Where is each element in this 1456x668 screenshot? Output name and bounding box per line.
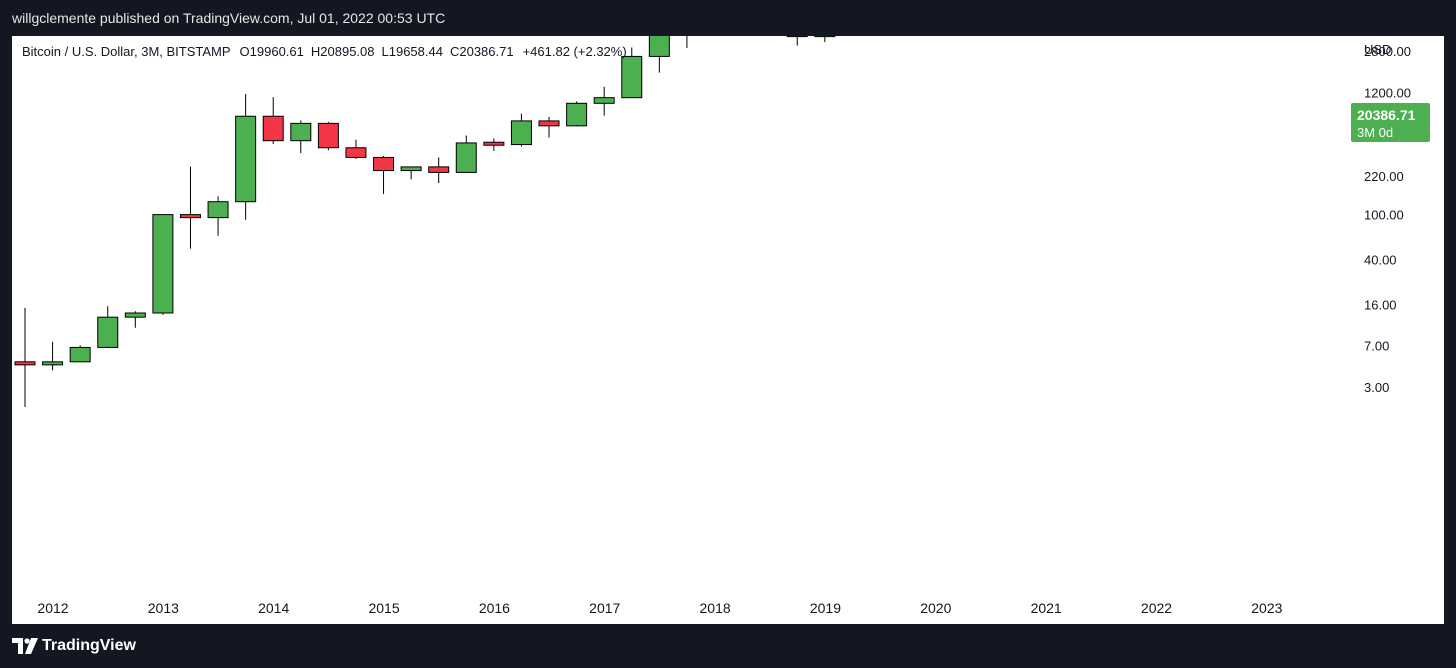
candle[interactable] <box>373 155 395 195</box>
last-price-tag: 20386.71 3M 0d <box>1351 103 1430 142</box>
candle-body-up <box>566 102 588 127</box>
y-tick-label: 220.00 <box>1364 169 1404 184</box>
y-tick-label: 3.00 <box>1364 380 1389 395</box>
legend-change: +461.82 (+2.32%) <box>523 44 627 59</box>
candle[interactable] <box>235 94 257 220</box>
candle[interactable] <box>428 157 450 184</box>
tradingview-logo-icon[interactable] <box>12 636 38 656</box>
candle-body-down <box>428 166 450 173</box>
x-tick-label: 2020 <box>920 600 951 616</box>
legend-high: H20895.08 <box>311 44 375 59</box>
y-tick-label: 40.00 <box>1364 253 1397 268</box>
candle[interactable] <box>345 139 367 160</box>
legend-close: C20386.71 <box>450 44 514 59</box>
price-tag-value: 20386.71 <box>1357 107 1416 123</box>
candle[interactable] <box>538 116 560 138</box>
publish-header: willgclemente published on TradingView.c… <box>0 0 1456 36</box>
candle-body-up <box>97 316 119 348</box>
candle-body-up <box>455 142 477 173</box>
candles-layer <box>14 36 836 407</box>
candle-body-up <box>207 201 229 219</box>
y-tick-label: 7.00 <box>1364 338 1389 353</box>
candle-body-up <box>235 115 257 203</box>
candle-body-up <box>152 214 174 314</box>
candle[interactable] <box>593 86 615 116</box>
legend-symbol: Bitcoin / U.S. Dollar, 3M, BITSTAMP <box>22 44 231 59</box>
candle-body-up <box>69 346 91 363</box>
candlestick-chart[interactable]: USD 40000.006000.002800.001200.00500.002… <box>12 36 1444 624</box>
x-tick-label: 2022 <box>1141 600 1172 616</box>
chart-panel[interactable]: USD 40000.006000.002800.001200.00500.002… <box>12 36 1444 624</box>
candle[interactable] <box>97 306 119 349</box>
candle-body-down <box>786 36 808 38</box>
footer-bar: TradingView <box>0 624 1456 668</box>
candle-body-down <box>483 141 505 146</box>
candle[interactable] <box>510 113 532 147</box>
candle-body-up <box>124 312 146 318</box>
legend-low: L19658.44 <box>382 44 443 59</box>
candle-body-down <box>345 147 367 158</box>
x-tick-label: 2021 <box>1031 600 1062 616</box>
candle[interactable] <box>786 36 808 46</box>
candle[interactable] <box>14 307 36 407</box>
time-axis[interactable]: 2012 2013 2014 2015 2016 2017 2018 2019 2020 2021… <box>37 600 1282 616</box>
candle-body-up <box>814 36 836 38</box>
price-axis[interactable]: USD 40000.006000.002800.001200.00500.002… <box>1364 36 1418 395</box>
x-tick-label: 2018 <box>700 600 731 616</box>
candle[interactable] <box>400 166 422 180</box>
candle[interactable] <box>179 166 201 249</box>
footer-brand[interactable]: TradingView <box>42 637 136 654</box>
price-tag-countdown: 3M 0d <box>1357 125 1393 140</box>
candle[interactable] <box>483 138 505 151</box>
candle[interactable] <box>814 36 836 43</box>
candle[interactable] <box>621 47 643 99</box>
y-tick-label: 2800.00 <box>1364 44 1411 59</box>
candle-body-up <box>593 97 615 104</box>
candle-body-down <box>179 214 201 219</box>
candle[interactable] <box>69 345 91 363</box>
candle-body-up <box>621 55 643 99</box>
x-tick-label: 2017 <box>589 600 620 616</box>
price-tag-background <box>1351 103 1430 142</box>
candle[interactable] <box>152 214 174 315</box>
candle[interactable] <box>207 196 229 236</box>
y-tick-label: 100.00 <box>1364 208 1404 223</box>
candle-body-up <box>400 166 422 172</box>
legend-open: O19960.61 <box>240 44 304 59</box>
x-tick-label: 2023 <box>1251 600 1282 616</box>
y-tick-label: 1200.00 <box>1364 85 1411 100</box>
candle-body-up <box>290 122 312 142</box>
candle-body-down <box>262 115 284 142</box>
candle[interactable] <box>648 36 670 73</box>
candle-body-down <box>14 361 36 366</box>
candle-body-down <box>538 120 560 127</box>
y-tick-label: 16.00 <box>1364 298 1397 313</box>
candle[interactable] <box>262 97 284 145</box>
publish-line: willgclemente published on TradingView.c… <box>12 10 446 26</box>
chart-legend: Bitcoin / U.S. Dollar, 3M, BITSTAMP O1996… <box>22 44 627 59</box>
x-tick-label: 2012 <box>37 600 68 616</box>
x-tick-label: 2016 <box>479 600 510 616</box>
candle[interactable] <box>317 121 339 151</box>
candle-body-down <box>317 122 339 149</box>
x-tick-label: 2019 <box>810 600 841 616</box>
x-tick-label: 2014 <box>258 600 289 616</box>
candle[interactable] <box>124 311 146 328</box>
candle-body-up <box>648 36 670 57</box>
candle-body-up <box>510 120 532 146</box>
candle-body-up <box>42 361 64 366</box>
candle[interactable] <box>677 36 697 48</box>
candle[interactable] <box>566 101 588 127</box>
candle[interactable] <box>290 120 312 154</box>
candle[interactable] <box>42 341 64 371</box>
x-tick-label: 2013 <box>148 600 179 616</box>
candle-body-down <box>373 156 395 172</box>
currency-label: USD <box>1364 42 1391 57</box>
x-tick-label: 2015 <box>368 600 399 616</box>
legend-line: Bitcoin / U.S. Dollar, 3M, BITSTAMP O1996… <box>22 44 627 59</box>
candle[interactable] <box>455 135 477 173</box>
